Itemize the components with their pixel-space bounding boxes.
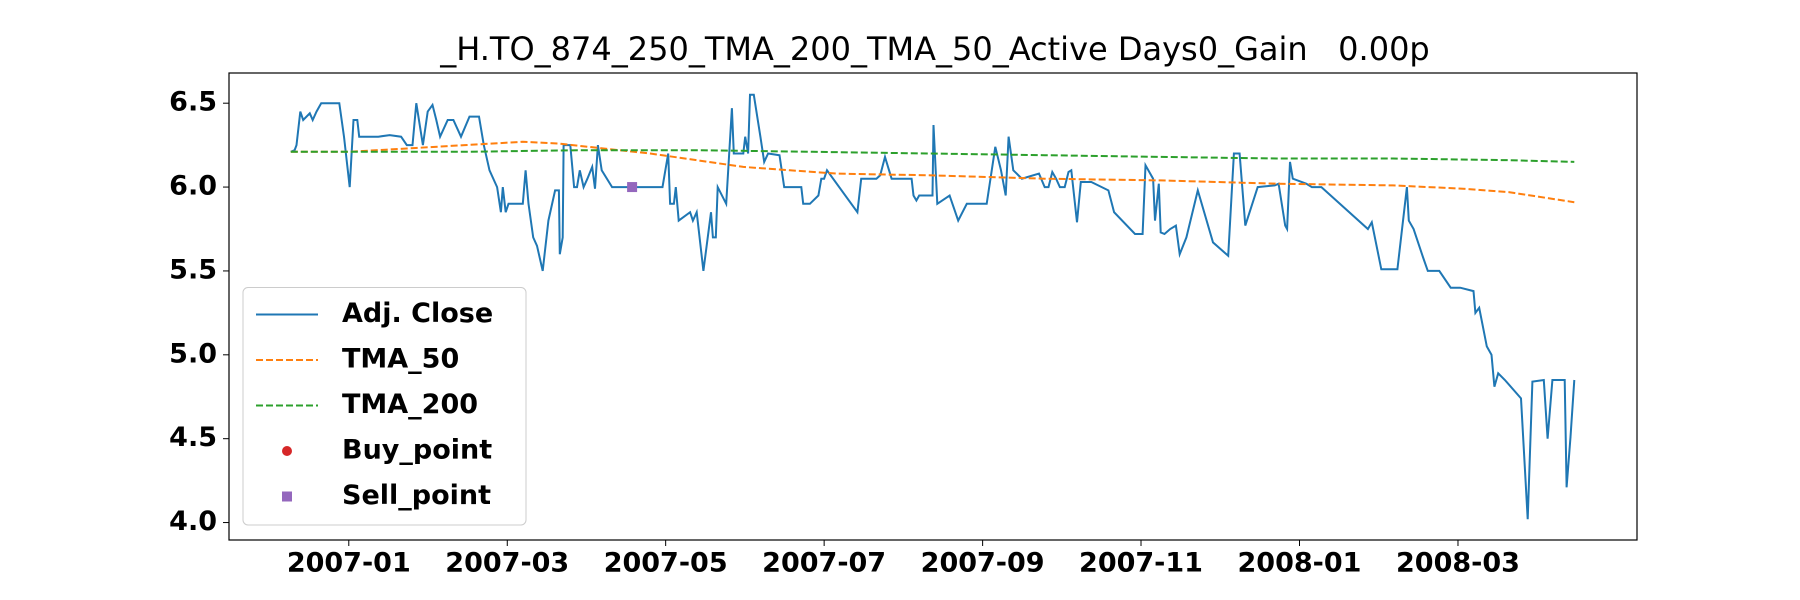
legend-swatch [282, 446, 292, 456]
x-tick-label: 2008-03 [1396, 548, 1520, 579]
legend-label: TMA_200 [342, 389, 478, 420]
x-tick-label: 2007-07 [762, 548, 886, 579]
legend-label: Adj. Close [342, 298, 493, 329]
chart-title: _H.TO_874_250_TMA_200_TMA_50_Active Days… [439, 30, 1429, 68]
x-tick-label: 2007-01 [287, 548, 411, 579]
series-marker [627, 182, 638, 193]
legend-box [242, 287, 527, 526]
x-tick-label: 2007-09 [921, 548, 1045, 579]
legend-label: Buy_point [342, 435, 492, 466]
x-tick-label: 2008-01 [1238, 548, 1362, 579]
y-tick-label: 6.5 [169, 87, 217, 118]
legend-label: TMA_50 [342, 344, 459, 375]
y-tick-label: 4.5 [169, 422, 217, 453]
x-tick-label: 2007-05 [604, 548, 728, 579]
y-tick-label: 6.0 [169, 171, 217, 202]
y-tick-label: 5.0 [169, 338, 217, 369]
x-tick-label: 2007-11 [1079, 548, 1203, 579]
series-line [290, 93, 1576, 520]
x-tick-label: 2007-03 [445, 548, 569, 579]
plot-frame [228, 72, 1638, 541]
legend-label: Sell_point [342, 480, 491, 511]
series-line [290, 140, 1575, 204]
y-tick-label: 5.5 [169, 254, 217, 285]
series-line [290, 149, 1575, 163]
legend-swatch [282, 491, 292, 502]
y-tick-label: 4.0 [169, 506, 217, 537]
